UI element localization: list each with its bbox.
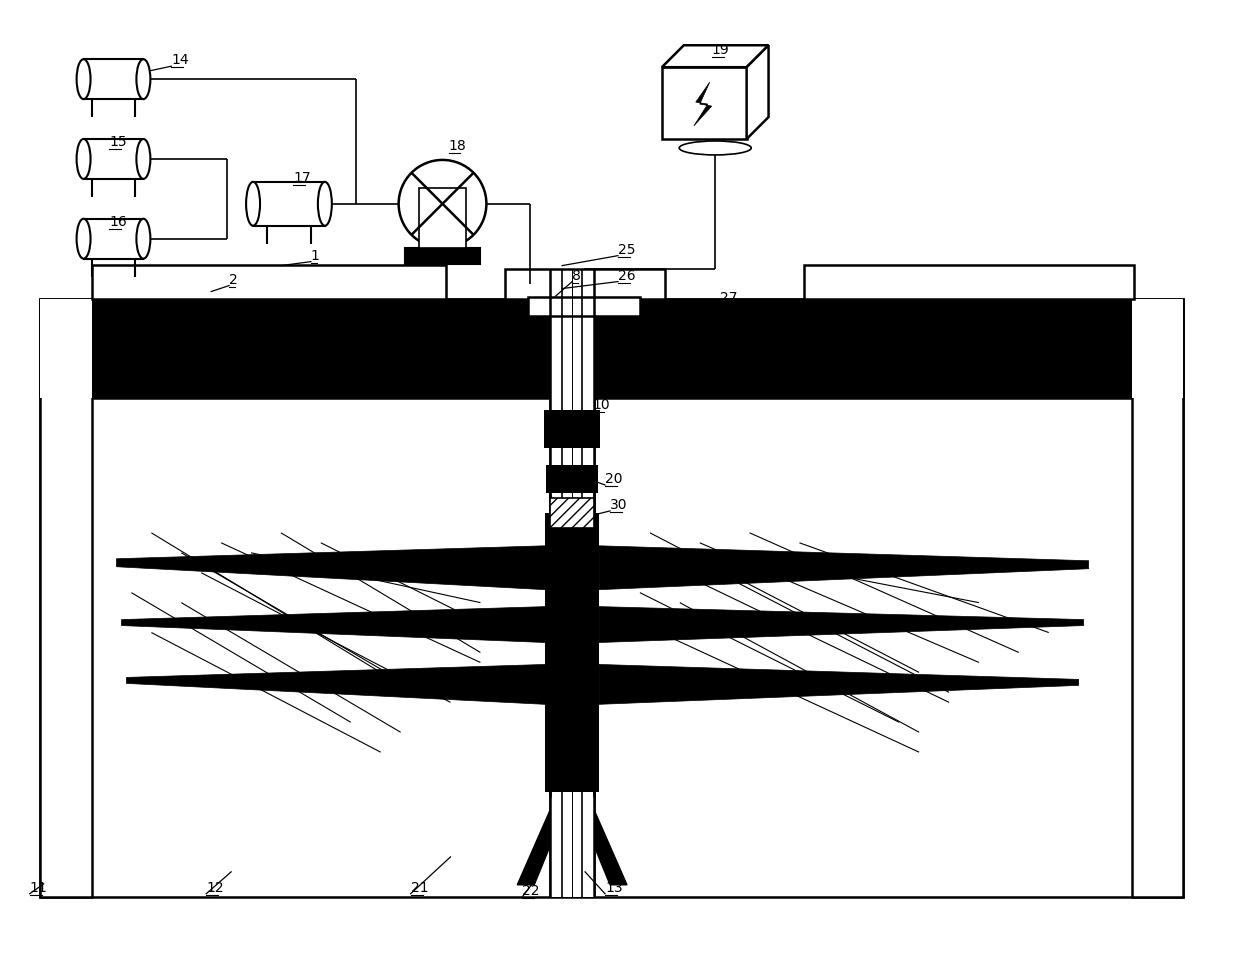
Bar bbox=[546, 514, 599, 792]
Text: 2: 2 bbox=[229, 273, 238, 286]
Ellipse shape bbox=[136, 140, 150, 180]
Text: 22: 22 bbox=[522, 882, 539, 897]
Bar bbox=[551, 498, 594, 528]
Bar bbox=[419, 189, 466, 249]
Ellipse shape bbox=[77, 140, 91, 180]
Polygon shape bbox=[570, 787, 627, 885]
Polygon shape bbox=[126, 665, 546, 704]
Bar bbox=[544, 411, 600, 449]
Ellipse shape bbox=[136, 60, 150, 100]
Bar bbox=[83, 140, 144, 180]
Polygon shape bbox=[122, 607, 546, 643]
Bar bbox=[662, 68, 746, 140]
Text: 27: 27 bbox=[719, 291, 738, 304]
Ellipse shape bbox=[317, 183, 332, 227]
Text: 8: 8 bbox=[572, 269, 582, 282]
Bar bbox=[83, 60, 144, 100]
Text: 18: 18 bbox=[449, 139, 466, 152]
Text: 15: 15 bbox=[109, 134, 128, 149]
Polygon shape bbox=[599, 665, 1079, 704]
Ellipse shape bbox=[77, 219, 91, 259]
Circle shape bbox=[398, 161, 486, 249]
Polygon shape bbox=[517, 787, 574, 885]
Polygon shape bbox=[532, 781, 572, 880]
Text: 11: 11 bbox=[30, 880, 47, 894]
Polygon shape bbox=[662, 46, 769, 68]
Bar bbox=[1132, 299, 1183, 897]
Text: 10: 10 bbox=[591, 397, 610, 412]
Ellipse shape bbox=[136, 219, 150, 259]
Text: 30: 30 bbox=[610, 497, 627, 512]
Polygon shape bbox=[694, 83, 712, 127]
Bar bbox=[92, 265, 445, 299]
Bar bbox=[253, 183, 325, 227]
Text: 25: 25 bbox=[618, 242, 636, 256]
Polygon shape bbox=[746, 46, 769, 140]
Bar bbox=[551, 270, 594, 897]
Polygon shape bbox=[599, 607, 1084, 643]
Bar bbox=[1132, 299, 1183, 398]
Text: 17: 17 bbox=[293, 171, 310, 185]
Text: 26: 26 bbox=[618, 269, 636, 282]
Polygon shape bbox=[117, 546, 546, 590]
Bar bbox=[506, 270, 665, 299]
Bar bbox=[40, 299, 1183, 897]
Bar bbox=[546, 466, 598, 494]
Text: 16: 16 bbox=[109, 214, 128, 229]
Bar bbox=[83, 219, 144, 259]
Text: 1: 1 bbox=[311, 249, 320, 262]
Text: 19: 19 bbox=[712, 43, 729, 57]
Bar bbox=[40, 299, 92, 897]
Text: 20: 20 bbox=[605, 472, 622, 485]
Polygon shape bbox=[572, 781, 613, 880]
Bar bbox=[92, 299, 1132, 398]
Bar bbox=[805, 265, 1133, 299]
Bar bbox=[528, 297, 640, 317]
Polygon shape bbox=[599, 546, 1089, 590]
Ellipse shape bbox=[680, 142, 751, 155]
Text: 12: 12 bbox=[206, 880, 224, 894]
Text: 13: 13 bbox=[605, 880, 622, 894]
Bar bbox=[40, 299, 92, 398]
Text: 21: 21 bbox=[410, 880, 428, 894]
Bar bbox=[404, 249, 480, 264]
Ellipse shape bbox=[77, 60, 91, 100]
Ellipse shape bbox=[246, 183, 260, 227]
Text: 14: 14 bbox=[171, 53, 188, 67]
